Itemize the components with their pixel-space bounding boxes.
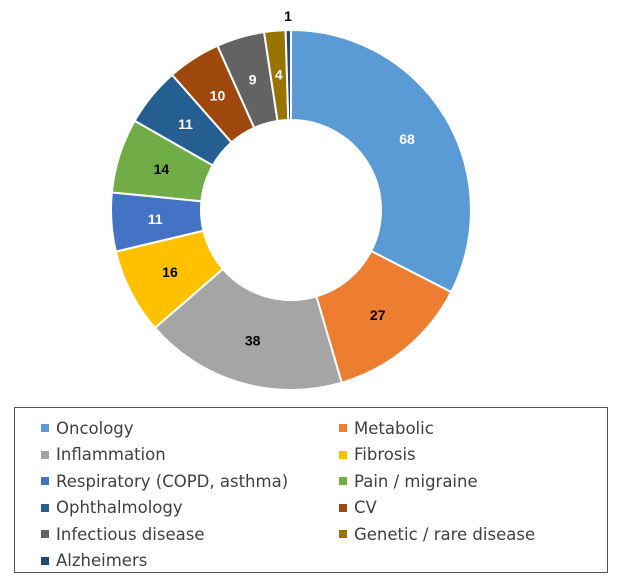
donut-slice-inflammation [153, 267, 343, 391]
donut-slice-oncology [290, 28, 472, 294]
legend-label: Alzheimers [56, 551, 148, 571]
legend-swatch [339, 530, 347, 539]
legend-label: Inflammation [56, 445, 166, 465]
legend-swatch [41, 530, 49, 539]
legend-item: Metabolic [339, 415, 599, 442]
donut-chart: 68 27 38 16 11 14 11 10 9 4 1 [110, 8, 472, 391]
legend-swatch [41, 556, 49, 565]
legend-swatch [41, 477, 49, 486]
data-label: 16 [162, 264, 178, 280]
legend-swatch [41, 503, 49, 512]
data-label: 11 [148, 211, 163, 227]
legend-item: CV [339, 495, 599, 522]
legend-item: Respiratory (COPD, asthma) [41, 468, 339, 495]
donut-slice-alzheimers [284, 28, 292, 122]
legend-item: Infectious disease [41, 521, 339, 548]
legend-item: Inflammation [41, 442, 339, 469]
legend-swatch [41, 424, 49, 433]
legend-item: Genetic / rare disease [339, 521, 599, 548]
data-label: 27 [370, 307, 386, 323]
legend-item: Fibrosis [339, 442, 599, 469]
data-label: 14 [154, 161, 170, 177]
legend-grid: Oncology Metabolic Inflammation Fibrosis Res… [41, 415, 607, 574]
legend-label: CV [354, 498, 377, 518]
legend-swatch [41, 450, 49, 459]
data-label: 4 [275, 67, 283, 83]
legend-item: Oncology [41, 415, 339, 442]
data-label: 9 [249, 72, 257, 88]
legend-swatch [339, 477, 347, 486]
legend-label: Oncology [56, 418, 134, 438]
legend-label: Infectious disease [56, 524, 205, 544]
legend-label: Ophthalmology [56, 498, 183, 518]
legend-item: Alzheimers [41, 548, 339, 575]
legend-swatch [339, 424, 347, 433]
legend-swatch [339, 503, 347, 512]
legend-swatch [339, 450, 347, 459]
legend-label: Metabolic [354, 418, 434, 438]
data-label: 10 [210, 88, 226, 104]
legend-label: Fibrosis [354, 445, 416, 465]
data-label: 1 [284, 8, 292, 24]
legend-label: Pain / migraine [354, 471, 478, 491]
data-label: 68 [399, 131, 415, 147]
data-label: 38 [245, 332, 261, 348]
legend-label: Genetic / rare disease [354, 524, 536, 544]
legend-label: Respiratory (COPD, asthma) [56, 471, 289, 491]
chart-legend: Oncology Metabolic Inflammation Fibrosis Res… [14, 407, 608, 573]
legend-item: Pain / migraine [339, 468, 599, 495]
data-label: 11 [178, 116, 193, 132]
legend-item: Ophthalmology [41, 495, 339, 522]
